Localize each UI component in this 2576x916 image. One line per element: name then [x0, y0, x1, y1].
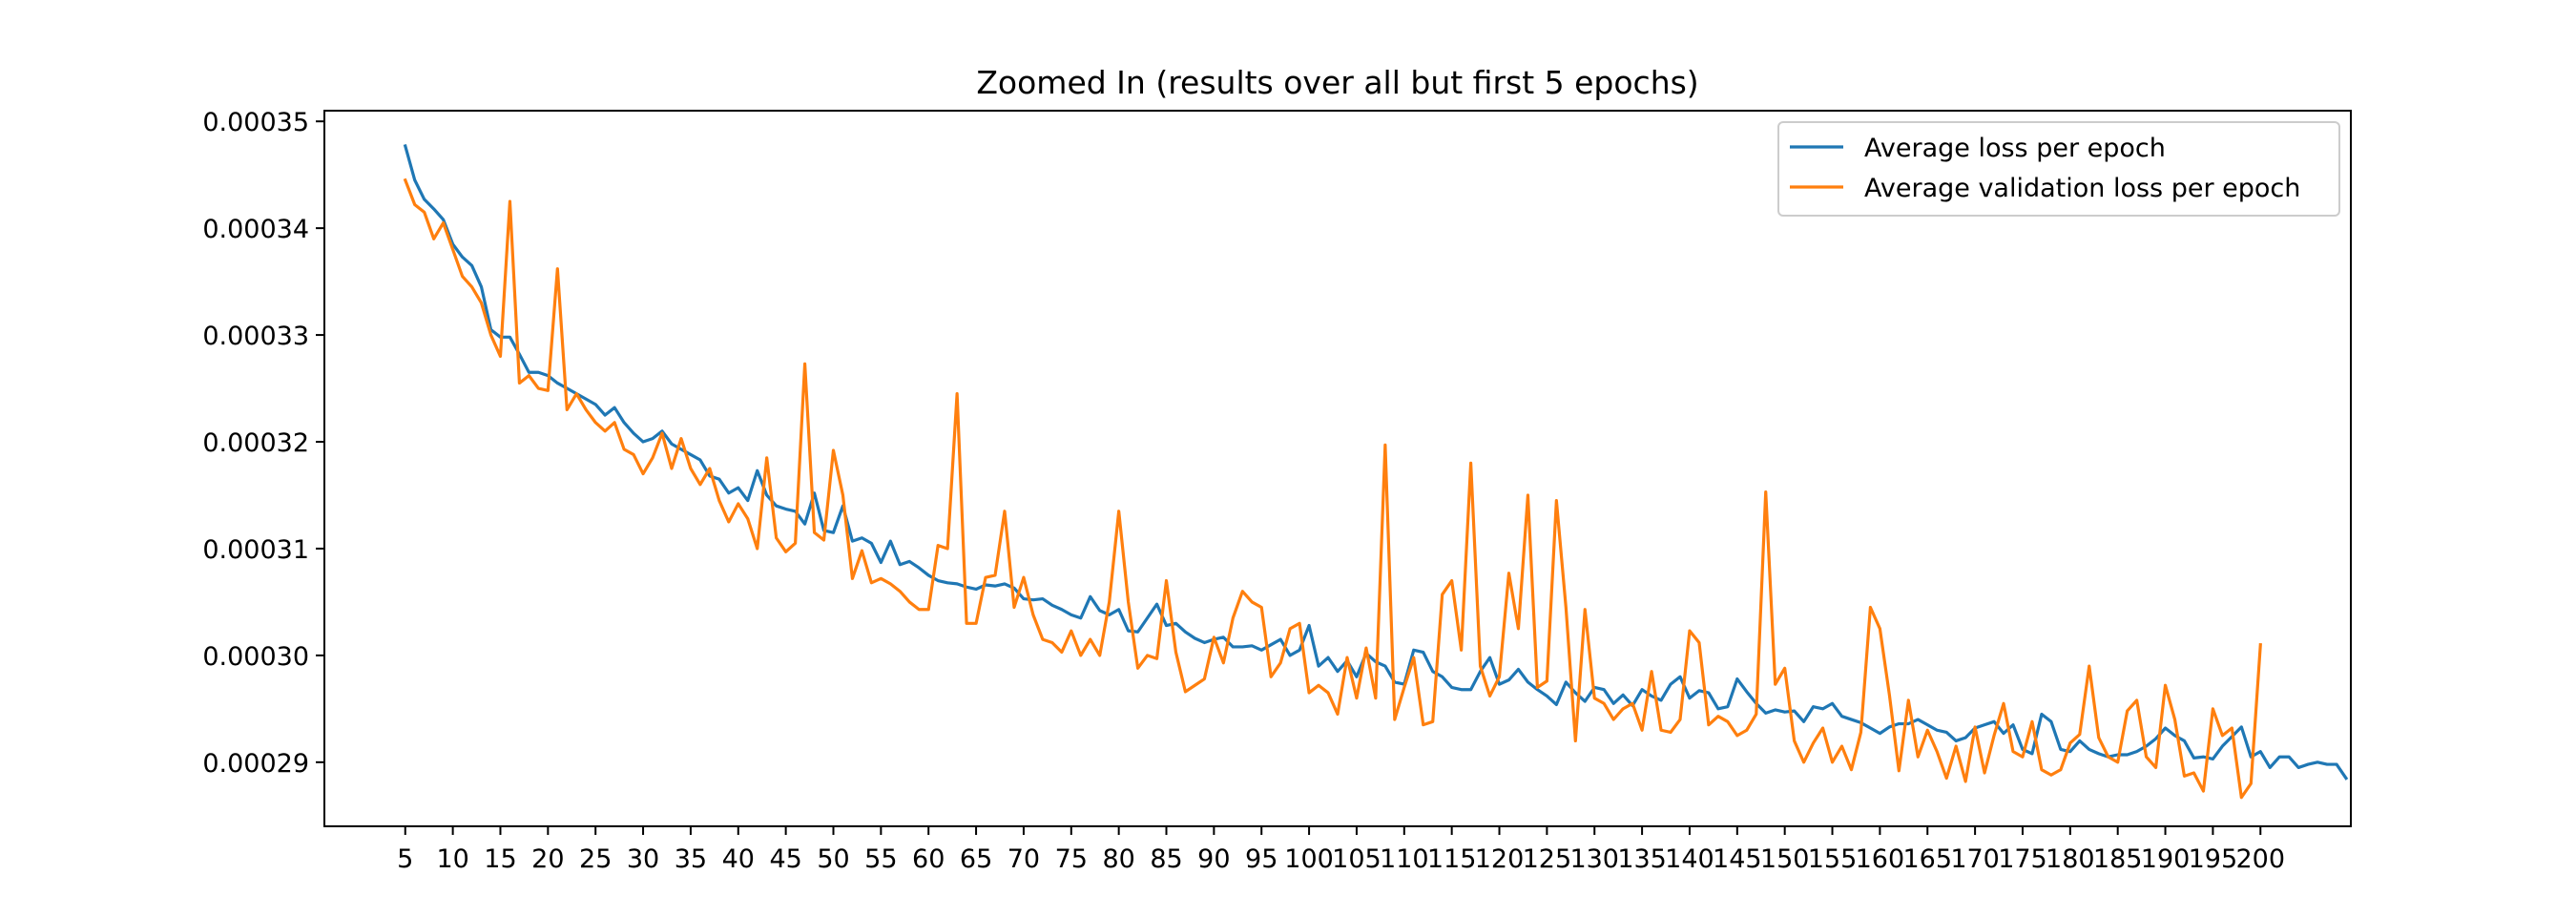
y-axis: 0.00029 0.00030 0.00031 0.00032 0.00033 0.000… [202, 108, 324, 779]
x-tick-label: 140 [1665, 844, 1714, 874]
x-tick-label: 135 [1617, 844, 1667, 874]
x-tick-label: 150 [1760, 844, 1810, 874]
x-tick-label: 10 [436, 844, 468, 874]
x-tick-label: 60 [912, 844, 945, 874]
x-tick-label: 25 [579, 844, 612, 874]
x-tick-label: 125 [1523, 844, 1572, 874]
y-tick-label: 0.00034 [202, 215, 309, 244]
x-tick-label: 45 [769, 844, 801, 874]
chart-title: Zoomed In (results over all but first 5 … [976, 64, 1698, 101]
series-line-validation-loss [403, 177, 2262, 800]
x-tick-label: 70 [1008, 844, 1040, 874]
x-tick-label: 195 [2189, 844, 2238, 874]
x-tick-label: 65 [960, 844, 992, 874]
x-tick-label: 40 [722, 844, 755, 874]
x-tick-label: 80 [1102, 844, 1134, 874]
y-tick-label: 0.00033 [202, 322, 309, 351]
x-tick-label: 185 [2093, 844, 2143, 874]
series-layer [403, 143, 2349, 800]
x-tick-label: 15 [484, 844, 516, 874]
x-tick-label: 180 [2046, 844, 2095, 874]
x-tick-label: 35 [675, 844, 707, 874]
x-tick-label: 170 [1950, 844, 2000, 874]
y-tick-label: 0.00031 [202, 535, 309, 565]
legend: Average loss per epoch Average validation… [1777, 121, 2340, 217]
x-tick-label: 165 [1902, 844, 1952, 874]
legend-entry-label: Average validation loss per epoch [1864, 174, 2300, 203]
x-tick-label: 5 [397, 844, 413, 874]
x-tick-label: 50 [817, 844, 849, 874]
y-tick-label: 0.00030 [202, 642, 309, 672]
x-tick-label: 95 [1245, 844, 1278, 874]
x-tick-label: 175 [1998, 844, 2047, 874]
x-tick-label: 190 [2141, 844, 2191, 874]
y-tick-label: 0.00032 [202, 428, 309, 458]
x-tick-label: 155 [1808, 844, 1858, 874]
y-tick-label: 0.00035 [202, 108, 309, 137]
x-tick-label: 130 [1569, 844, 1619, 874]
legend-box [1777, 121, 2340, 217]
x-tick-label: 105 [1332, 844, 1381, 874]
x-tick-label: 55 [864, 844, 897, 874]
y-tick-label: 0.00029 [202, 749, 309, 779]
x-tick-label: 30 [627, 844, 659, 874]
legend-entry-label: Average loss per epoch [1864, 134, 2166, 163]
x-tick-label: 100 [1284, 844, 1334, 874]
x-tick-label: 110 [1380, 844, 1429, 874]
x-tick-label: 160 [1856, 844, 1905, 874]
x-axis: 5 10 15 20 25 30 35 40 45 50 55 60 65 70 75 80 85 90 95 100… [397, 826, 2285, 874]
x-tick-label: 120 [1475, 844, 1525, 874]
plot-frame [323, 110, 2352, 827]
x-tick-label: 115 [1427, 844, 1477, 874]
x-tick-label: 20 [531, 844, 564, 874]
x-tick-label: 85 [1150, 844, 1182, 874]
x-tick-label: 75 [1055, 844, 1088, 874]
x-tick-label: 200 [2235, 844, 2285, 874]
x-tick-label: 90 [1197, 844, 1230, 874]
x-tick-label: 145 [1713, 844, 1762, 874]
